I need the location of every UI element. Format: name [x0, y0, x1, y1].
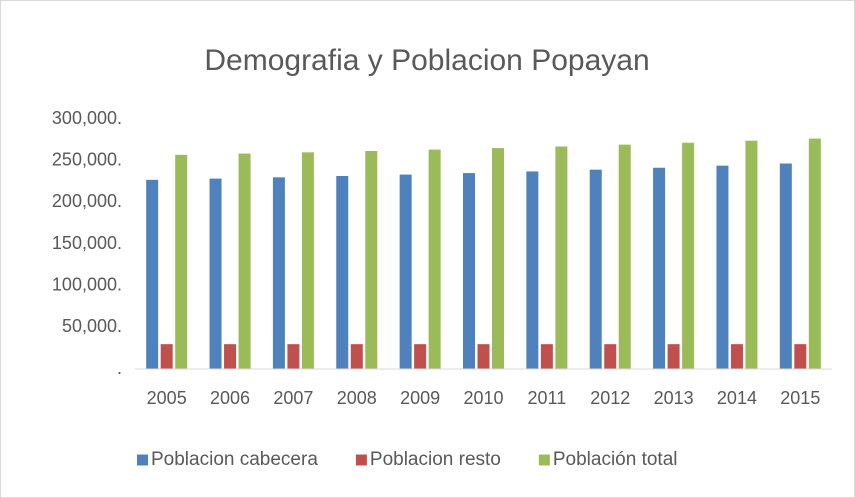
bar [716, 165, 729, 369]
bar [287, 344, 300, 369]
bar [428, 149, 441, 369]
bar [808, 138, 821, 369]
bar [365, 151, 378, 369]
x-tick-label: 2007 [273, 388, 313, 408]
x-tick-label: 2010 [463, 388, 503, 408]
bar [618, 144, 631, 369]
y-tick-label: 150,000. [52, 233, 122, 253]
bar [350, 344, 363, 369]
bar [209, 178, 222, 369]
bar [146, 179, 159, 369]
x-tick-label: 2015 [780, 388, 820, 408]
bar [238, 153, 251, 369]
bar [224, 344, 237, 369]
bar [526, 171, 539, 369]
legend-label: Poblacion resto [370, 449, 501, 470]
y-tick-label: 250,000. [52, 149, 122, 169]
x-tick-label: 2012 [590, 388, 630, 408]
x-tick-label: 2005 [147, 388, 187, 408]
bar [653, 167, 666, 369]
x-tick-label: 2009 [400, 388, 440, 408]
x-tick-label: 2011 [528, 388, 567, 408]
legend-swatch [355, 454, 367, 466]
bar [540, 344, 553, 369]
bar [463, 173, 475, 369]
bar [667, 344, 680, 369]
bar [492, 148, 504, 369]
bar [589, 169, 602, 369]
bar [175, 154, 188, 369]
legend-label: Población total [553, 449, 678, 470]
bar [794, 344, 807, 369]
x-tick-label: 2014 [717, 388, 757, 408]
bar [779, 163, 792, 369]
legend-swatch [137, 454, 148, 466]
legend-swatch [538, 454, 550, 466]
bar [477, 344, 490, 369]
x-tick-label: 2008 [337, 388, 377, 408]
bar [682, 142, 695, 369]
y-tick-label: . [117, 358, 122, 378]
bar [414, 344, 427, 369]
bar [272, 177, 285, 369]
bar [336, 176, 349, 369]
bar [604, 344, 617, 369]
bar [745, 140, 758, 369]
bar [160, 344, 173, 369]
y-tick-label: 100,000. [52, 274, 122, 294]
bar [555, 146, 568, 369]
x-tick-label: 2006 [210, 388, 250, 408]
legend-label: Poblacion cabecera [151, 449, 318, 470]
y-tick-label: 300,000. [52, 108, 122, 128]
bar [399, 174, 412, 369]
bar [301, 152, 314, 369]
chart-title: Demografia y Poblacion Popayan [204, 44, 649, 77]
bar [730, 344, 743, 369]
y-tick-label: 50,000. [62, 316, 122, 336]
y-tick-label: 200,000. [52, 191, 122, 211]
x-tick-label: 2013 [654, 388, 694, 408]
